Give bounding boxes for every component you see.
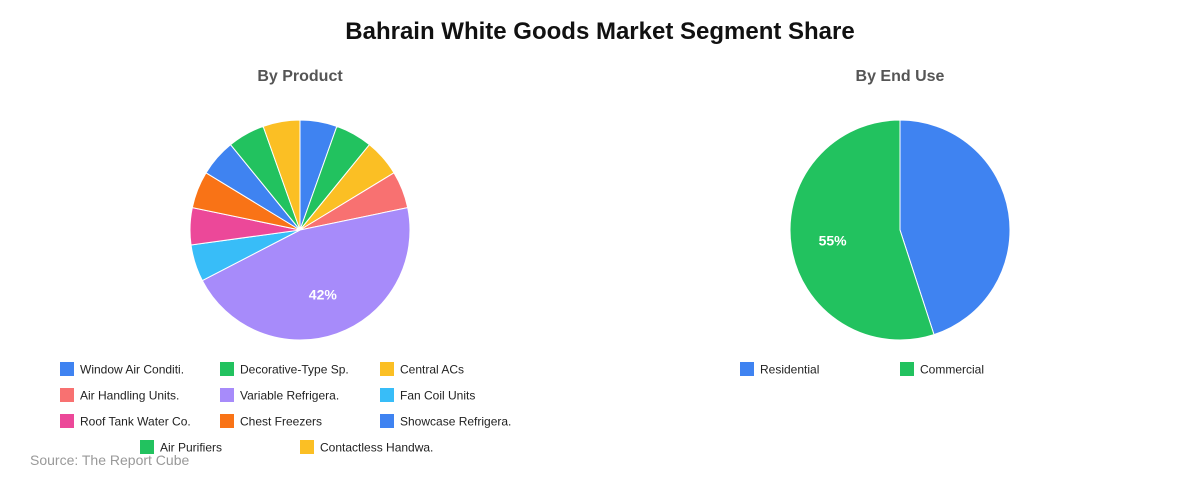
- legend-label: Roof Tank Water Co.: [80, 415, 191, 429]
- legend-item-variable-refrigera: Variable Refrigera.: [220, 388, 339, 403]
- legend-swatch: [300, 440, 314, 454]
- legend-swatch: [140, 440, 154, 454]
- legend-label: Fan Coil Units: [400, 389, 475, 403]
- legend-swatch: [220, 414, 234, 428]
- product-pie-title: By Product: [257, 68, 343, 85]
- legend-swatch: [60, 414, 74, 428]
- legend-label: Central ACs: [400, 363, 464, 377]
- legend-label: Air Handling Units.: [80, 389, 179, 403]
- end-use-pie-title: By End Use: [855, 68, 945, 85]
- legend-label: Window Air Conditi.: [80, 363, 184, 377]
- legend-label: Contactless Handwa.: [320, 441, 433, 455]
- legend-label: Commercial: [920, 363, 984, 377]
- pie-slice-contactless-handwa: [262, 119, 301, 231]
- data-label-commercial: 55%: [819, 233, 848, 249]
- pie-slice-commercial: [789, 119, 935, 341]
- legend-label: Showcase Refrigera.: [400, 415, 511, 429]
- data-label-variable-refrigera: 42%: [309, 286, 338, 302]
- product-legend: Window Air Conditi. Decorative-Type Sp. Ce…: [60, 362, 511, 455]
- end-use-legend: Residential Commercial: [740, 362, 984, 377]
- legend-swatch: [60, 362, 74, 376]
- chart-title: Bahrain White Goods Market Segment Share: [345, 18, 855, 45]
- legend-item-air-purifiers: Air Purifiers: [140, 440, 222, 455]
- legend-swatch: [220, 362, 234, 376]
- legend-item-decorative-type-sp: Decorative-Type Sp.: [220, 362, 349, 377]
- pie-slice-variable-refrigera: [201, 207, 411, 341]
- legend-item-contactless-handwa: Contactless Handwa.: [300, 440, 433, 455]
- legend-label: Air Purifiers: [160, 441, 222, 455]
- legend-item-fan-coil-units: Fan Coil Units: [380, 388, 475, 403]
- legend-item-chest-freezers: Chest Freezers: [220, 414, 322, 429]
- legend-item-roof-tank-water-co: Roof Tank Water Co.: [60, 414, 191, 429]
- legend-item-central-acs: Central ACs: [380, 362, 464, 377]
- legend-item-residential: Residential: [740, 362, 819, 377]
- legend-item-commercial: Commercial: [900, 362, 984, 377]
- legend-swatch: [380, 362, 394, 376]
- source-note: Source: The Report Cube: [30, 452, 190, 468]
- legend-swatch: [900, 362, 914, 376]
- legend-swatch: [60, 388, 74, 402]
- legend-swatch: [220, 388, 234, 402]
- legend-label: Decorative-Type Sp.: [240, 363, 349, 377]
- legend-label: Variable Refrigera.: [240, 389, 339, 403]
- legend-swatch: [740, 362, 754, 376]
- legend-swatch: [380, 388, 394, 402]
- product-pie: 42%: [189, 119, 411, 341]
- legend-swatch: [380, 414, 394, 428]
- legend-item-showcase-refrigera: Showcase Refrigera.: [380, 414, 511, 429]
- legend-label: Chest Freezers: [240, 415, 322, 429]
- legend-item-air-handling-units: Air Handling Units.: [60, 388, 179, 403]
- pie-slice-residential: [899, 119, 1011, 336]
- legend-item-window-air-conditi: Window Air Conditi.: [60, 362, 184, 377]
- legend-label: Residential: [760, 363, 819, 377]
- end-use-pie: 55%: [789, 119, 1011, 341]
